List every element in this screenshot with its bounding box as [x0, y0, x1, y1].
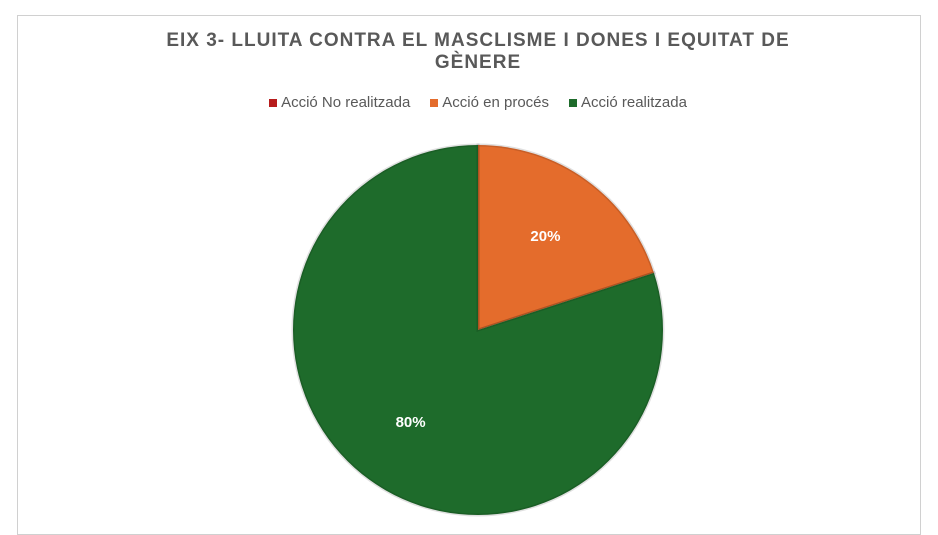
legend-swatch — [269, 98, 278, 107]
legend-label: Acció en procés — [442, 94, 550, 111]
pie-slice — [291, 143, 665, 517]
legend-label: Acció realitzada — [581, 94, 687, 111]
page: EIX 3- LLUITA CONTRA EL MASCLISME I DONE… — [0, 15, 938, 535]
legend-item: Acció realitzada — [569, 94, 687, 111]
pie-slice — [476, 143, 656, 333]
legend-swatch — [430, 98, 439, 107]
data-label: 20% — [530, 228, 560, 245]
data-label: 80% — [396, 414, 426, 431]
legend: Acció No realitzada Acció en procés Acció … — [0, 94, 938, 111]
legend-swatch — [569, 98, 578, 107]
chart: 20% 80% — [291, 143, 665, 517]
legend-item: Acció No realitzada — [269, 94, 410, 111]
legend-item: Acció en procés — [430, 94, 549, 111]
chart-title: EIX 3- LLUITA CONTRA EL MASCLISME I DONE… — [166, 30, 790, 73]
legend-label: Acció No realitzada — [281, 94, 411, 111]
